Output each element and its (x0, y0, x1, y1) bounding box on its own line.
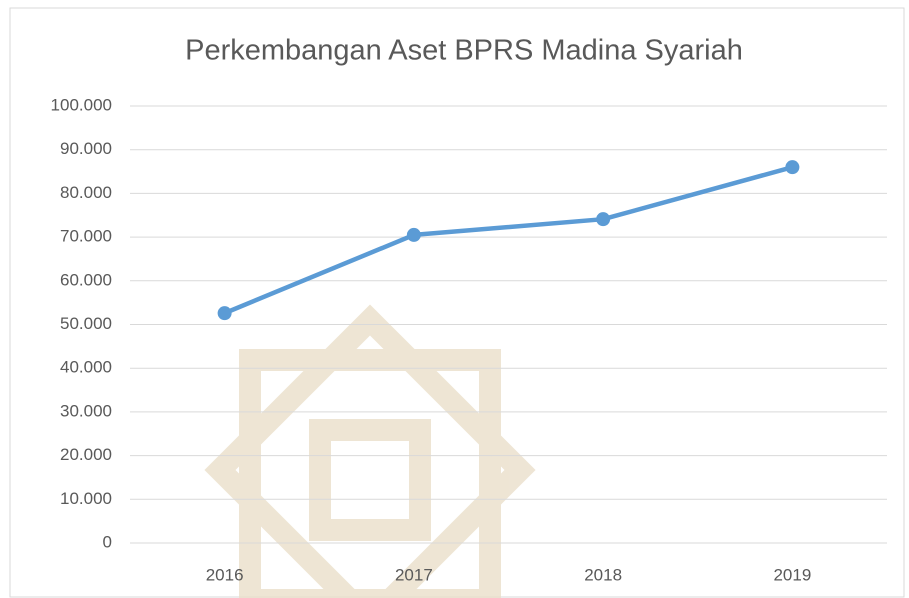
x-tick-label: 2016 (206, 565, 244, 584)
y-tick-label: 80.000 (60, 183, 112, 202)
y-tick-label: 10.000 (60, 489, 112, 508)
y-tick-label: 100.000 (51, 95, 112, 114)
y-tick-label: 50.000 (60, 314, 112, 333)
chart-title: Perkembangan Aset BPRS Madina Syariah (185, 35, 743, 67)
y-tick-label: 90.000 (60, 139, 112, 158)
data-point (596, 212, 610, 226)
y-tick-label: 70.000 (60, 227, 112, 246)
x-tick-label: 2019 (773, 565, 811, 584)
y-tick-label: 30.000 (60, 401, 112, 420)
chart-frame (10, 8, 904, 597)
data-point (407, 228, 421, 242)
y-tick-label: 0 (103, 532, 112, 551)
y-tick-label: 20.000 (60, 445, 112, 464)
data-point (218, 306, 232, 320)
y-tick-label: 40.000 (60, 358, 112, 377)
data-point (785, 160, 799, 174)
x-tick-label: 2017 (395, 565, 433, 584)
x-tick-label: 2018 (584, 565, 622, 584)
chart: Perkembangan Aset BPRS Madina Syariah 0 1… (0, 0, 909, 598)
y-tick-label: 60.000 (60, 270, 112, 289)
